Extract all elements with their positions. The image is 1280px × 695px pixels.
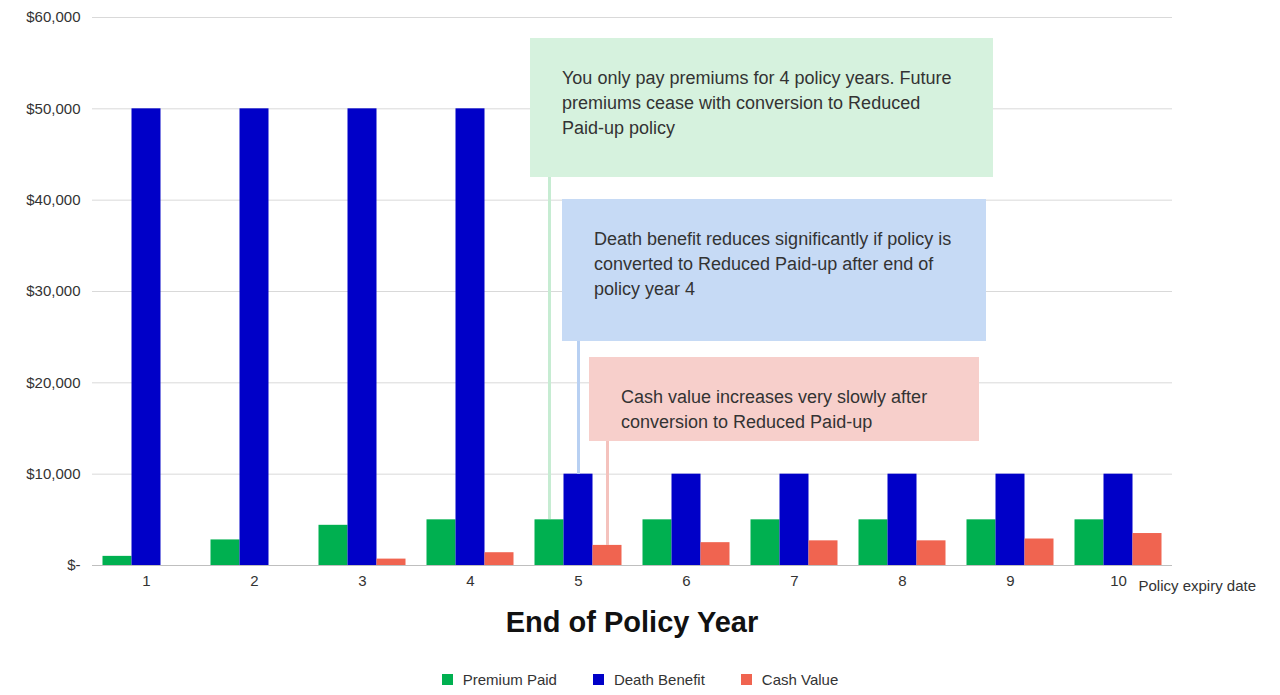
html-text:Premium Paid: Premium Paid — [462, 671, 557, 688]
html-text:Death Benefit: Death Benefit — [613, 671, 705, 688]
svg-text:2: 2 — [250, 572, 258, 589]
svg-text:$60,000: $60,000 — [26, 8, 80, 25]
svg-text:$20,000: $20,000 — [26, 374, 80, 391]
svg-text:$50,000: $50,000 — [26, 100, 80, 117]
svg-text:6: 6 — [682, 572, 690, 589]
svg-text:10: 10 — [1110, 572, 1127, 589]
svg-text:8: 8 — [898, 572, 906, 589]
svg-text:Policy expiry date: Policy expiry date — [1139, 577, 1257, 594]
svg-text:$30,000: $30,000 — [26, 282, 80, 299]
svg-text:1: 1 — [142, 572, 150, 589]
svg-text:5: 5 — [574, 572, 582, 589]
svg-text:9: 9 — [1006, 572, 1014, 589]
html-text:Cash value increases very slow: Cash value increases very slowly after c… — [621, 387, 928, 432]
svg-text:7: 7 — [790, 572, 798, 589]
svg-text:4: 4 — [466, 572, 474, 589]
html-text:End of Policy Year: End of Policy Year — [505, 606, 759, 638]
svg-text:$-: $- — [67, 556, 80, 573]
svg-text:$10,000: $10,000 — [26, 465, 80, 482]
html-text:Cash Value: Cash Value — [761, 671, 839, 688]
svg-text:3: 3 — [358, 572, 366, 589]
html-text:You only pay premiums for 4 po: You only pay premiums for 4 policy years… — [562, 68, 952, 138]
html-text:Death benefit reduces signific: Death benefit reduces significantly if p… — [594, 229, 952, 299]
svg-text:$40,000: $40,000 — [26, 191, 80, 208]
